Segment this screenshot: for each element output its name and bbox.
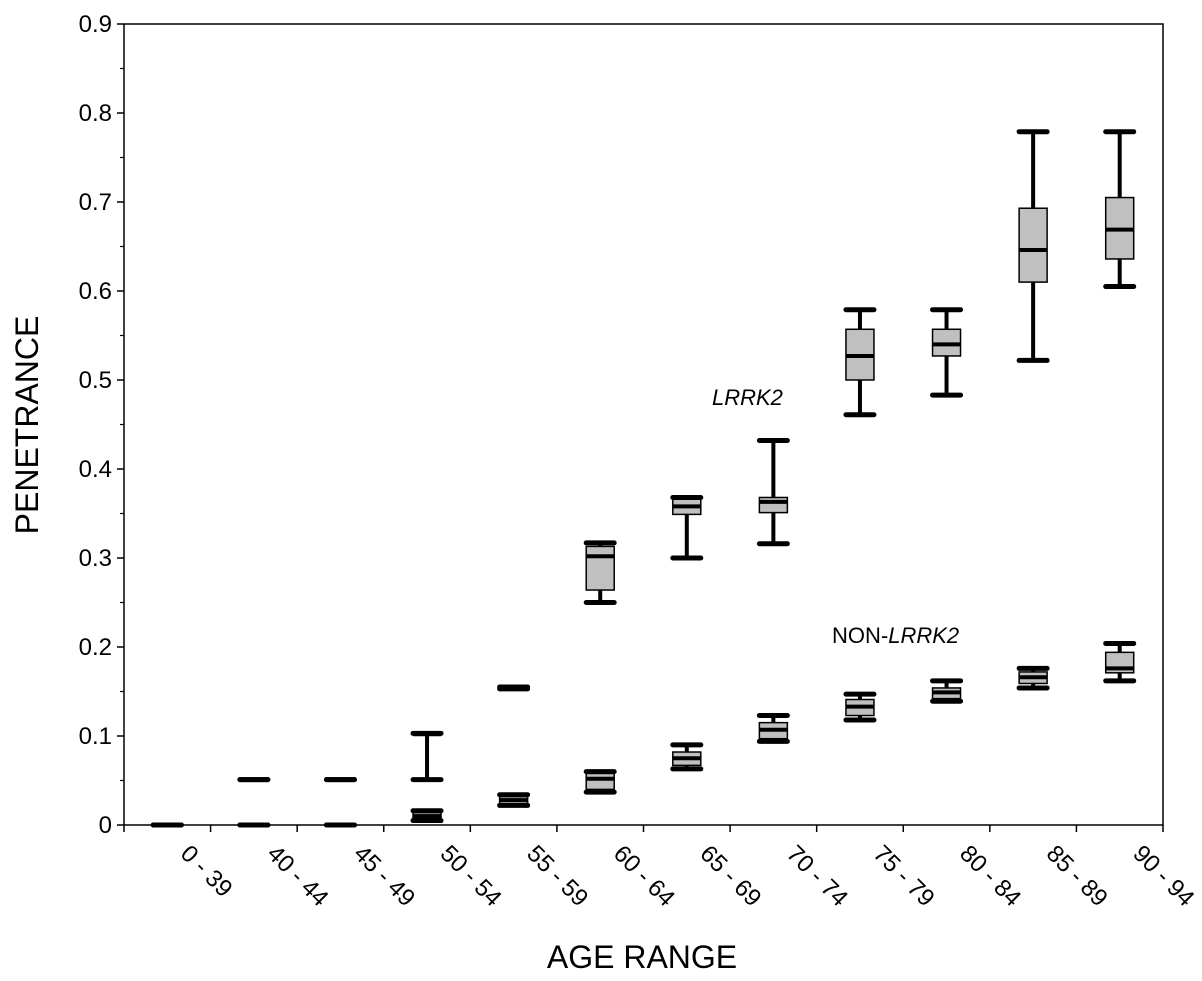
series-label-lrrk2: LRRK2 (712, 385, 783, 410)
box-series-group (150, 129, 1137, 828)
box-lrrk2-7 (756, 438, 790, 547)
box-lrrk2-4 (497, 684, 531, 692)
box-non-lrrk2-10 (1016, 665, 1050, 691)
series-lrrk2 (150, 129, 1137, 828)
box-lrrk2-9 (930, 307, 964, 398)
series-label-non-lrrk2: NON-LRRK2 (832, 623, 959, 648)
box-non-lrrk2-11 (1103, 640, 1137, 684)
y-axis-title: PENETRANCE (9, 316, 45, 535)
y-tick-label: 0.1 (79, 723, 112, 750)
box-lrrk2-6 (670, 494, 704, 561)
box-non-lrrk2-3 (410, 808, 444, 824)
series-label-non-prefix: NON- (832, 623, 888, 648)
box-non-lrrk2-9 (930, 678, 964, 704)
y-tick-label: 0 (99, 812, 112, 839)
series-label-non-italic: LRRK2 (888, 623, 959, 648)
y-tick-label: 0.3 (79, 545, 112, 572)
y-tick-label: 0.8 (79, 100, 112, 127)
x-axis-title: AGE RANGE (547, 939, 737, 975)
y-tick-label: 0.4 (79, 456, 112, 483)
series-non-lrrk2 (150, 640, 1137, 828)
box-non-lrrk2-7 (756, 713, 790, 744)
y-tick-label: 0.6 (79, 278, 112, 305)
box-non-lrrk2-5 (583, 769, 617, 795)
y-tick-label: 0.2 (79, 634, 112, 661)
box-iqr (585, 772, 615, 791)
box-lrrk2-3 (410, 730, 444, 783)
box-lrrk2-11 (1103, 129, 1137, 290)
y-tick-label: 0.5 (79, 367, 112, 394)
y-axis: 0 0.1 0.2 0.3 0.4 0.5 0.6 0.7 0.8 0.9 (79, 11, 124, 839)
box-non-lrrk2-6 (670, 742, 704, 772)
y-tick-label: 0.9 (79, 11, 112, 38)
box-iqr (585, 545, 615, 591)
box-iqr (758, 496, 789, 514)
box-lrrk2-8 (843, 307, 877, 418)
box-lrrk2-5 (583, 540, 617, 605)
box-lrrk2-10 (1016, 129, 1050, 363)
box-iqr (1018, 207, 1048, 283)
box-non-lrrk2-8 (843, 691, 877, 723)
box-non-lrrk2-4 (497, 792, 531, 808)
y-tick-label: 0.7 (79, 189, 112, 216)
